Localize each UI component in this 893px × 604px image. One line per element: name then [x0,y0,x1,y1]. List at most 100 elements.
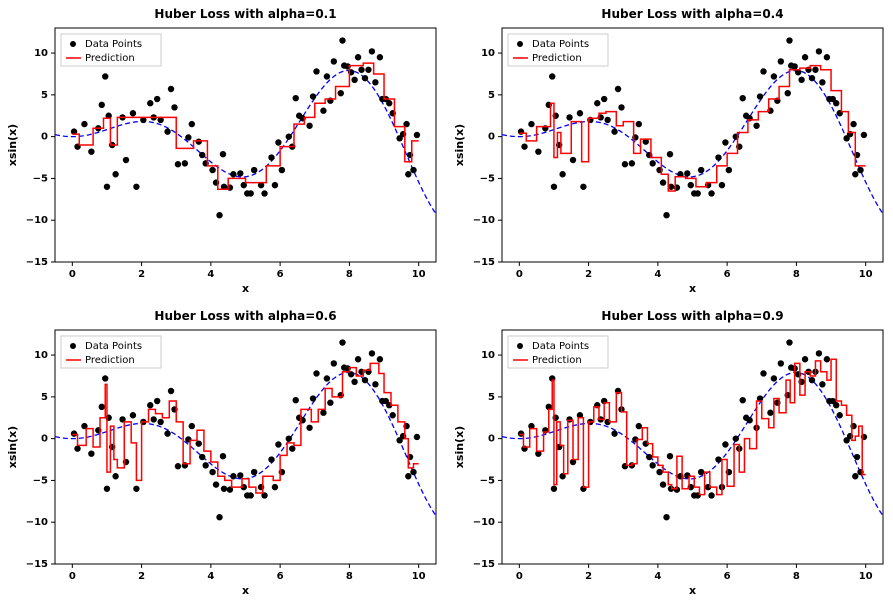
data-point [852,473,858,479]
data-point [99,404,105,410]
y-tick-label: 10 [34,48,48,59]
data-point [836,412,842,418]
data-point [580,184,586,190]
data-point [154,96,160,102]
data-point [405,171,411,177]
data-point [611,128,617,134]
data-point [614,86,620,92]
data-point [628,160,634,166]
data-point [133,486,139,492]
data-point [237,472,243,478]
data-point [275,441,281,447]
y-tick-label: 0 [488,132,495,143]
prediction-line [72,363,418,493]
data-point [559,171,565,177]
figure-grid: 0246810−15−10−50510Huber Loss with alpha… [0,0,893,604]
x-tick-label: 6 [277,571,284,582]
data-point [801,54,807,60]
data-point [147,402,153,408]
data-point [196,440,202,446]
chart-title: Huber Loss with alpha=0.9 [601,309,783,323]
y-tick-label: 0 [488,434,495,445]
data-point [293,95,299,101]
data-point [310,93,316,99]
data-point [611,430,617,436]
data-point [151,416,157,422]
y-tick-label: −15 [26,559,48,570]
data-point [355,54,361,60]
data-point [784,90,790,96]
data-point [549,73,555,79]
x-tick-label: 2 [138,269,145,280]
data-point [414,132,420,138]
data-point [339,339,345,345]
data-point [576,110,582,116]
y-axis-label: xsin(x) [453,124,466,166]
x-tick-label: 0 [69,571,76,582]
data-point [130,110,136,116]
data-point [377,54,383,60]
x-tick-label: 8 [346,269,353,280]
data-point [209,469,215,475]
data-point [230,473,236,479]
legend-label-data: Data Points [532,39,589,50]
x-tick-label: 8 [346,571,353,582]
data-point [377,356,383,362]
data-point [324,375,330,381]
data-point [739,397,745,403]
x-tick-label: 6 [723,571,730,582]
data-point [251,469,257,475]
y-tick-label: −15 [472,559,494,570]
data-point [369,48,375,54]
data-point [168,86,174,92]
data-point [104,486,110,492]
y-tick-label: −15 [26,257,48,268]
data-point [569,157,575,163]
data-point [293,397,299,403]
panel-1: 0246810−15−10−50510Huber Loss with alpha… [447,0,893,302]
data-point [756,93,762,99]
data-point [216,514,222,520]
data-point [196,138,202,144]
data-point [71,430,77,436]
data-point [237,170,243,176]
data-point [715,154,721,160]
data-point [112,473,118,479]
data-point [268,456,274,462]
data-point [220,453,226,459]
data-point [175,463,181,469]
data-point [550,184,556,190]
data-point [808,377,814,383]
chart-panel: 0246810−15−10−50510Huber Loss with alpha… [447,0,893,302]
data-point [369,350,375,356]
data-point [857,167,863,173]
data-point [365,67,371,73]
data-point [815,48,821,54]
y-tick-label: 10 [34,350,48,361]
x-tick-label: 10 [412,571,426,582]
data-point [770,375,776,381]
data-point [663,514,669,520]
data-point [386,100,392,106]
data-point [798,77,804,83]
data-point [666,453,672,459]
data-point [168,388,174,394]
data-point [715,456,721,462]
data-point [666,151,672,157]
data-point [102,375,108,381]
y-tick-label: −15 [472,257,494,268]
data-point [815,350,821,356]
data-point [535,148,541,154]
data-point [251,167,257,173]
data-point [786,339,792,345]
prediction-line [72,63,418,189]
data-point [390,412,396,418]
data-point [786,37,792,43]
data-point [175,161,181,167]
legend-label-data: Data Points [85,39,142,50]
data-point [81,121,87,127]
data-point [268,154,274,160]
y-tick-label: 10 [481,48,495,59]
data-point [833,100,839,106]
y-tick-label: −5 [33,475,48,486]
